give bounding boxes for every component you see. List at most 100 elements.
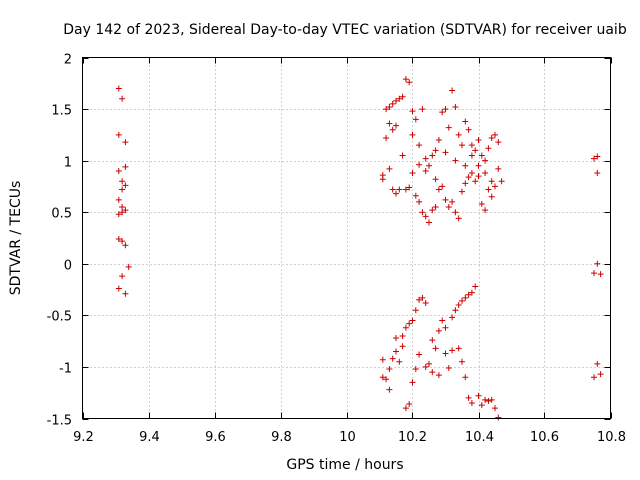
data-point <box>442 149 449 156</box>
data-point <box>465 174 472 181</box>
data-point <box>472 283 479 290</box>
data-points <box>115 76 604 421</box>
data-point <box>485 145 492 152</box>
data-point <box>492 131 498 138</box>
data-point <box>452 307 459 314</box>
data-point <box>419 294 426 301</box>
data-point <box>119 204 126 211</box>
data-point <box>442 350 449 357</box>
data-point <box>445 204 452 211</box>
data-point <box>435 327 442 334</box>
data-point <box>409 170 416 177</box>
data-point <box>402 76 409 83</box>
x-tick-label: 10.6 <box>530 430 559 445</box>
data-point <box>459 142 465 149</box>
data-point <box>125 263 132 270</box>
data-point <box>597 371 604 378</box>
data-point <box>383 134 390 141</box>
data-point <box>468 289 475 296</box>
data-point <box>389 126 396 133</box>
data-point <box>406 320 413 327</box>
data-point <box>478 200 485 207</box>
data-point <box>475 137 482 144</box>
data-point <box>452 157 459 164</box>
data-point <box>459 358 465 365</box>
data-point <box>416 296 423 303</box>
data-point <box>465 291 472 298</box>
data-point <box>442 106 449 113</box>
data-point <box>597 271 604 278</box>
data-point <box>482 170 489 177</box>
data-point <box>462 374 469 381</box>
data-point <box>465 394 472 401</box>
data-point <box>115 285 122 292</box>
data-point <box>393 190 399 197</box>
data-point <box>459 297 465 304</box>
data-point <box>399 93 406 100</box>
data-point <box>432 204 439 211</box>
data-point <box>396 186 403 193</box>
x-tick-label: 9.2 <box>73 430 94 445</box>
data-point <box>594 360 601 367</box>
data-point <box>402 324 409 331</box>
data-point <box>426 360 432 367</box>
data-point <box>472 147 479 154</box>
data-point <box>119 95 126 102</box>
data-point <box>389 355 396 362</box>
data-point <box>122 242 129 249</box>
x-tick-label: 9.6 <box>205 430 226 445</box>
data-point <box>498 178 505 185</box>
data-point <box>122 290 129 297</box>
data-point <box>412 307 419 314</box>
data-point <box>396 95 403 102</box>
data-point <box>393 122 399 129</box>
data-point <box>439 317 446 324</box>
data-point <box>495 414 502 421</box>
y-axis-label: SDTVAR / TECUs <box>8 181 24 296</box>
data-point <box>459 188 465 195</box>
data-point <box>452 104 459 111</box>
data-point <box>468 152 475 159</box>
data-point <box>429 369 436 376</box>
data-point <box>416 351 423 358</box>
data-point <box>419 106 426 113</box>
data-point <box>482 396 489 403</box>
data-point <box>119 186 126 193</box>
data-point <box>386 165 393 172</box>
data-point <box>409 108 416 115</box>
data-point <box>429 152 436 159</box>
x-tick-label: 10.4 <box>465 430 494 445</box>
chart-title: Day 142 of 2023, Sidereal Day-to-day VTE… <box>63 22 627 38</box>
data-point <box>115 167 122 174</box>
data-point <box>115 85 122 92</box>
data-point <box>488 178 495 185</box>
data-point <box>419 209 426 216</box>
data-point <box>432 345 439 352</box>
data-point <box>402 405 409 412</box>
data-point <box>449 347 456 354</box>
data-point <box>379 356 386 363</box>
data-point <box>442 324 449 331</box>
data-point <box>122 207 129 214</box>
data-point <box>472 178 479 185</box>
x-tick-label: 10 <box>339 430 356 445</box>
data-point <box>416 198 423 205</box>
data-point <box>475 392 482 399</box>
grid-lines <box>82 57 611 419</box>
data-point <box>115 211 122 218</box>
data-point <box>115 236 122 243</box>
data-point <box>445 364 452 371</box>
y-tick-label: -1.5 <box>47 414 72 429</box>
data-point <box>594 260 601 267</box>
data-point <box>399 343 406 350</box>
x-tick-label: 9.4 <box>139 430 160 445</box>
data-point <box>482 207 489 214</box>
data-point <box>455 131 462 138</box>
data-point <box>591 155 597 162</box>
x-tick-label: 10.8 <box>597 430 626 445</box>
data-point <box>422 299 429 306</box>
data-point <box>115 131 122 138</box>
data-point <box>422 213 429 220</box>
data-point <box>389 186 396 193</box>
data-point <box>482 157 489 164</box>
